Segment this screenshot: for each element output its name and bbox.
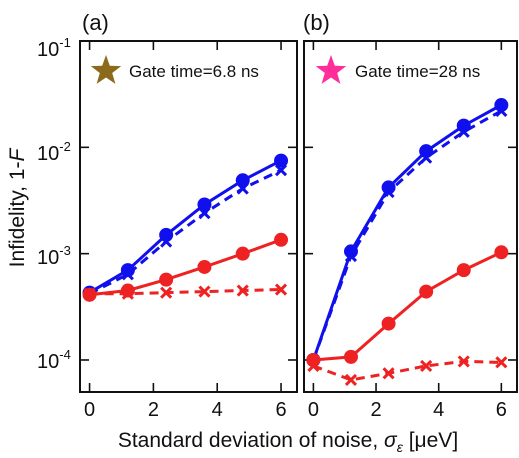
data-point (456, 263, 471, 278)
data-point-x (495, 356, 508, 369)
series-line (311, 103, 503, 361)
data-point (343, 349, 358, 364)
panel-a: Gate time=6.8 ns 0 2 4 6 (79, 40, 298, 421)
x-tick-labels-b: 0 2 4 6 (308, 399, 507, 421)
data-point-x (198, 207, 211, 220)
gate-time-annotation: Gate time=6.8 ns (129, 62, 259, 81)
data-point-x (457, 125, 470, 138)
star-icon (90, 55, 122, 84)
plot-frame (303, 40, 518, 393)
data-point-x (495, 104, 508, 117)
x-axis-label: Standard deviation of noise, σε [μeV] (118, 429, 458, 455)
data-point-x (344, 373, 358, 386)
series-line (89, 288, 282, 296)
data-point (235, 246, 250, 261)
data-point-x (198, 285, 211, 298)
data-point (120, 263, 135, 278)
series-line (312, 359, 502, 382)
legend-box-b: Gate time=28 ns (315, 55, 480, 84)
data-point (274, 153, 289, 168)
series-line (311, 109, 503, 361)
y-tick-label: 10-3 (37, 243, 71, 269)
data-point-x (160, 286, 173, 299)
data-point-x (420, 151, 433, 164)
x-tick-label: 0 (308, 399, 319, 421)
data-point-x (160, 235, 173, 248)
data-point (381, 316, 396, 331)
x-tick-label: 6 (496, 399, 507, 421)
x-tick-labels-a: 0 2 4 6 (84, 399, 287, 421)
y-tick-labels: 10-1 10-2 10-3 10-4 (37, 35, 71, 373)
data-point (381, 180, 396, 195)
x-tick-label: 4 (212, 399, 223, 421)
data-point-x (121, 268, 134, 281)
data-point-x (83, 287, 96, 300)
series-line (88, 168, 282, 296)
x-tick-label: 0 (84, 399, 95, 421)
data-point-x (274, 164, 288, 177)
series-line (88, 159, 282, 294)
x-tick-label: 2 (370, 399, 381, 421)
data-point-x (457, 355, 470, 368)
plot-frame (79, 40, 298, 393)
series-line (89, 238, 282, 297)
data-point (343, 244, 358, 259)
series-line (313, 250, 502, 362)
data-point-x (274, 283, 288, 296)
y-tick-label: 10-4 (37, 347, 71, 373)
data-point-x (307, 359, 320, 372)
x-tick-label: 4 (433, 399, 444, 421)
data-point-x (382, 367, 395, 380)
data-point-x (236, 284, 249, 297)
data-point-x (382, 185, 395, 199)
data-point (274, 232, 289, 247)
y-tick-label: 10-2 (37, 139, 71, 165)
panel-b: Gate time=28 ns 0 2 4 6 (303, 40, 518, 421)
data-point-x (344, 249, 358, 263)
panel-b-label: (b) (303, 10, 330, 35)
legend-box-a: Gate time=6.8 ns (90, 55, 259, 84)
x-tick-label: 2 (148, 399, 159, 421)
star-icon (315, 55, 347, 84)
panel-a-label: (a) (82, 10, 109, 35)
data-point (494, 245, 509, 260)
data-point (419, 284, 434, 299)
gate-time-annotation: Gate time=28 ns (355, 62, 480, 81)
data-point-x (420, 359, 433, 372)
data-point (159, 272, 174, 287)
y-tick-label: 10-1 (37, 35, 71, 61)
data-point (197, 259, 212, 274)
data-point-x (121, 287, 134, 300)
y-axis-label: Infidelity, 1-F (6, 148, 29, 268)
x-tick-label: 6 (275, 399, 286, 421)
data-point-x (236, 182, 249, 195)
